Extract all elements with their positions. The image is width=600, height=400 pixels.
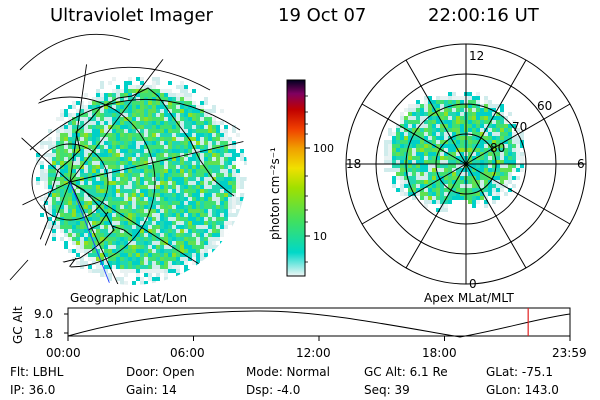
altitude-ylabel: GC Alt [11, 306, 25, 344]
colorbar-tick-10: 10 [313, 230, 327, 243]
coastline [39, 87, 235, 273]
altitude-xtick-0600: 06:00 [170, 346, 205, 360]
geographic-map-panel [9, 33, 247, 285]
colorbar-tick-100: 100 [313, 142, 334, 155]
altitude-xtick-1200: 12:00 [296, 346, 331, 360]
mlt-label-12: 12 [469, 49, 484, 63]
instrument-title: Ultraviolet Imager [50, 5, 213, 26]
mlt-label-6: 6 [577, 157, 585, 171]
mlt-label-0: 0 [469, 277, 477, 291]
geo-auroral-pixels [36, 77, 247, 285]
altitude-xtick-0000: 00:00 [46, 346, 81, 360]
info-door: Door: Open [126, 365, 195, 379]
altitude-xtick-2359: 23:59 [552, 346, 587, 360]
polar-auroral-pixels [384, 92, 524, 212]
info-seq: Seq: 39 [364, 383, 410, 397]
altitude-ytick-1-8: 1.8 [34, 327, 53, 341]
polar-caption: Apex MLat/MLT [424, 291, 514, 305]
info-gc-alt: GC Alt: 6.1 Re [364, 365, 448, 379]
altitude-xtick-1800: 18:00 [422, 346, 457, 360]
info-gain: Gain: 14 [126, 383, 177, 397]
altitude-curve [67, 310, 571, 338]
geo-caption: Geographic Lat/Lon [70, 291, 187, 305]
polar-grid [345, 43, 587, 285]
info-filter: Flt: LBHL [10, 365, 64, 379]
polar-mlat-mlt-panel: 12 18 6 0 60 70 80 [345, 43, 587, 291]
mlat-label-60: 60 [537, 99, 552, 113]
info-glon: GLon: 143.0 [486, 383, 559, 397]
colorbar-unit-label: photon cm⁻²s⁻¹ [268, 147, 282, 240]
date-label: 19 Oct 07 [278, 5, 367, 26]
mlat-label-70: 70 [512, 120, 527, 134]
mlat-label-80: 80 [490, 141, 505, 155]
info-dsp: Dsp: -4.0 [246, 383, 301, 397]
altitude-ytick-9: 9.0 [34, 307, 53, 321]
color-bar: 100 10 photon cm⁻²s⁻¹ [268, 79, 334, 277]
time-label: 22:00:16 UT [428, 5, 539, 26]
info-ip: IP: 36.0 [10, 383, 56, 397]
altitude-plot: GC Alt 9.0 1.8 00:00 06:00 12:00 18:00 2… [11, 306, 587, 360]
info-glat: GLat: -75.1 [486, 365, 553, 379]
mlt-label-18: 18 [346, 157, 361, 171]
info-mode: Mode: Normal [246, 365, 330, 379]
